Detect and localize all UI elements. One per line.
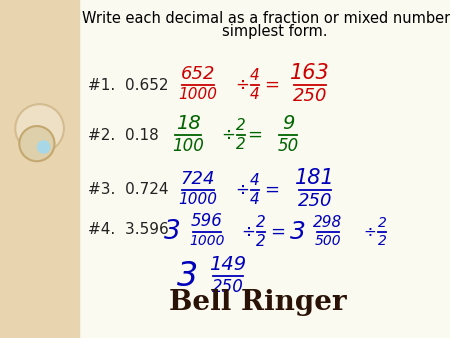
Text: 9: 9 xyxy=(282,114,294,133)
Text: 2: 2 xyxy=(236,118,246,133)
Text: 298: 298 xyxy=(313,215,342,230)
Text: 4: 4 xyxy=(250,173,260,188)
Text: =: = xyxy=(248,126,262,144)
Text: =: = xyxy=(265,76,279,94)
Text: #1.  0.652: #1. 0.652 xyxy=(88,77,168,93)
Text: 2: 2 xyxy=(378,216,387,230)
Text: 4: 4 xyxy=(250,68,260,83)
Text: #3.  0.724: #3. 0.724 xyxy=(88,183,168,197)
Text: 3: 3 xyxy=(164,219,180,245)
Text: 2: 2 xyxy=(236,137,246,152)
Text: 1000: 1000 xyxy=(179,87,217,102)
Text: ÷: ÷ xyxy=(235,76,249,94)
Text: 4: 4 xyxy=(250,87,260,102)
Text: #4.  3.596: #4. 3.596 xyxy=(88,222,169,238)
Text: 149: 149 xyxy=(209,255,247,274)
Text: 163: 163 xyxy=(290,63,330,83)
Text: 250: 250 xyxy=(293,87,327,105)
Circle shape xyxy=(19,126,54,161)
Bar xyxy=(0,0,79,338)
Circle shape xyxy=(37,141,50,153)
Text: 500: 500 xyxy=(315,234,341,248)
Text: 3: 3 xyxy=(177,260,198,292)
Text: 250: 250 xyxy=(212,278,244,296)
Text: 652: 652 xyxy=(181,65,215,83)
Text: 2: 2 xyxy=(256,215,265,230)
Text: =: = xyxy=(265,181,279,199)
Text: 18: 18 xyxy=(176,114,200,133)
Text: 724: 724 xyxy=(181,170,215,188)
Text: simplest form.: simplest form. xyxy=(222,24,328,39)
Text: Write each decimal as a fraction or mixed number in: Write each decimal as a fraction or mixe… xyxy=(82,11,450,26)
Text: 4: 4 xyxy=(250,192,260,207)
Text: 2: 2 xyxy=(378,234,387,248)
Text: Bell Ringer: Bell Ringer xyxy=(169,289,347,316)
Text: ÷: ÷ xyxy=(241,223,255,241)
Text: 596: 596 xyxy=(191,212,223,230)
Text: 2: 2 xyxy=(256,234,265,249)
Text: 250: 250 xyxy=(298,192,332,210)
Text: 3: 3 xyxy=(290,220,306,244)
Text: =: = xyxy=(270,223,285,241)
Text: #2.  0.18: #2. 0.18 xyxy=(88,127,159,143)
Text: 50: 50 xyxy=(277,137,299,155)
Text: ÷: ÷ xyxy=(235,181,249,199)
Text: 181: 181 xyxy=(295,168,335,188)
Text: ÷: ÷ xyxy=(364,224,376,240)
Text: 1000: 1000 xyxy=(189,234,225,248)
Text: 100: 100 xyxy=(172,137,204,155)
Text: ÷: ÷ xyxy=(221,126,235,144)
Text: 1000: 1000 xyxy=(179,192,217,207)
Circle shape xyxy=(15,104,64,153)
